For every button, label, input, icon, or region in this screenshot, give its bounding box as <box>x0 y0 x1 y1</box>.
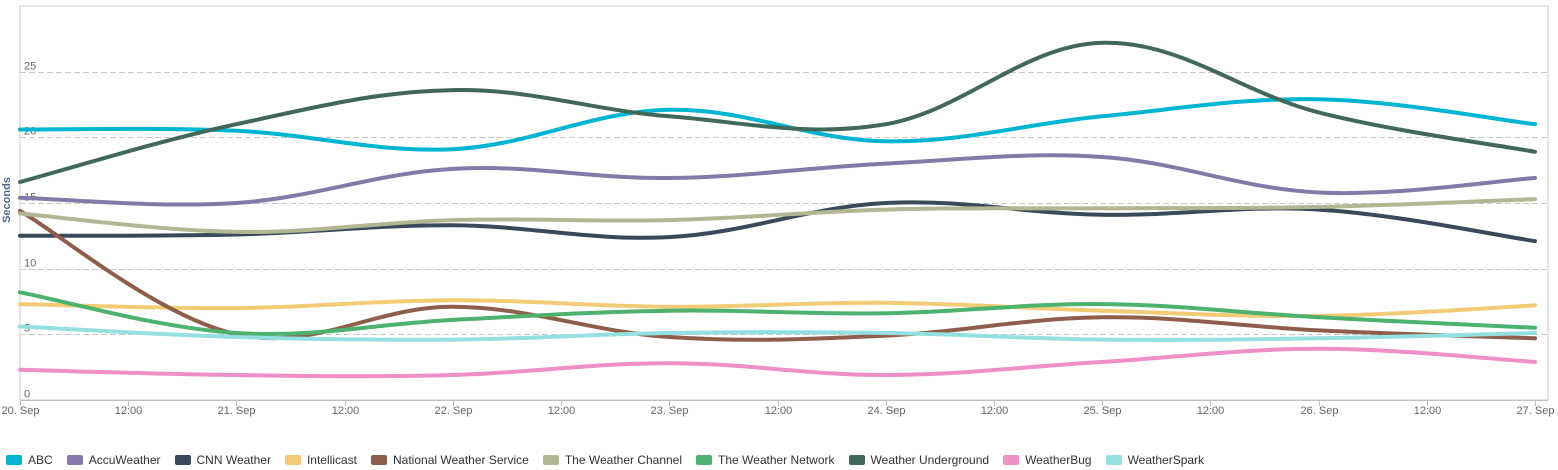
legend-label: National Weather Service <box>393 453 529 467</box>
legend-label: Weather Underground <box>870 453 990 467</box>
legend-swatch <box>542 455 559 465</box>
x-tick-label: 27. Sep <box>1517 405 1555 417</box>
x-tick-label: 12:00 <box>548 405 576 417</box>
legend-swatch <box>6 455 22 465</box>
legend-swatch <box>848 455 865 465</box>
x-tick-label: 20. Sep <box>2 405 40 417</box>
series-line-the-weather-channel[interactable] <box>18 197 1537 234</box>
y-axis-title: Seconds <box>1 177 13 223</box>
legend-item-accuweather[interactable]: AccuWeather <box>66 453 161 467</box>
series-line-weatherbug[interactable] <box>18 346 1537 379</box>
legend-label: AccuWeather <box>88 453 161 467</box>
x-tick-label: 12:00 <box>332 405 360 417</box>
series-line-weather-underground[interactable] <box>18 40 1537 184</box>
x-axis: 20. Sep 12:00 21. Sep 12:00 22. Sep 12:00 23. … <box>2 400 1555 417</box>
legend-label: WeatherSpark <box>1127 453 1205 467</box>
legend-item-intellicast[interactable]: Intellicast <box>284 453 357 467</box>
y-tick-label: 0 <box>24 389 30 401</box>
series-line-weatherspark[interactable] <box>18 324 1537 342</box>
legend-label: CNN Weather <box>196 453 271 467</box>
y-tick-label: 10 <box>24 258 36 270</box>
y-tick-label: 25 <box>24 61 36 73</box>
legend-item-weatherspark[interactable]: WeatherSpark <box>1105 453 1205 467</box>
x-tick-label: 26. Sep <box>1301 405 1339 417</box>
x-tick-label: 25. Sep <box>1084 405 1122 417</box>
x-tick-label: 12:00 <box>1197 405 1225 417</box>
legend-item-weather-underground[interactable]: Weather Underground <box>848 453 990 467</box>
x-tick-label: 24. Sep <box>868 405 906 417</box>
legend-swatch <box>696 455 713 465</box>
legend-item-cnn-weather[interactable]: CNN Weather <box>174 453 271 467</box>
series-line-accuweather[interactable] <box>18 153 1537 207</box>
series-line-the-weather-network[interactable] <box>18 290 1537 337</box>
legend-label: ABC <box>28 453 53 467</box>
x-tick-label: 23. Sep <box>651 405 689 417</box>
legend-swatch <box>284 455 301 465</box>
legend-label: Intellicast <box>306 453 357 467</box>
x-tick-label: 12:00 <box>981 405 1009 417</box>
legend-label: WeatherBug <box>1025 453 1092 467</box>
legend: ABC AccuWeather CNN Weather Intellicast Nati… <box>6 452 1218 468</box>
legend-swatch <box>66 455 83 465</box>
legend-item-the-weather-channel[interactable]: The Weather Channel <box>542 453 683 467</box>
legend-swatch <box>1105 455 1122 465</box>
series-line-abc[interactable] <box>18 97 1537 152</box>
series-lines <box>18 40 1537 379</box>
x-tick-label: 22. Sep <box>435 405 473 417</box>
legend-item-the-weather-network[interactable]: The Weather Network <box>696 453 835 467</box>
legend-item-abc[interactable]: ABC <box>6 453 53 467</box>
legend-swatch <box>371 455 387 465</box>
x-tick-label: 12:00 <box>1414 405 1442 417</box>
legend-label: The Weather Channel <box>564 453 683 467</box>
x-tick-label: 12:00 <box>115 405 143 417</box>
legend-swatch <box>1003 455 1020 465</box>
legend-label: The Weather Network <box>718 453 835 467</box>
x-tick-label: 21. Sep <box>218 405 256 417</box>
legend-item-weatherbug[interactable]: WeatherBug <box>1003 453 1092 467</box>
legend-item-national-weather-service[interactable]: National Weather Service <box>371 453 529 467</box>
legend-swatch <box>174 455 191 465</box>
x-tick-label: 12:00 <box>765 405 793 417</box>
